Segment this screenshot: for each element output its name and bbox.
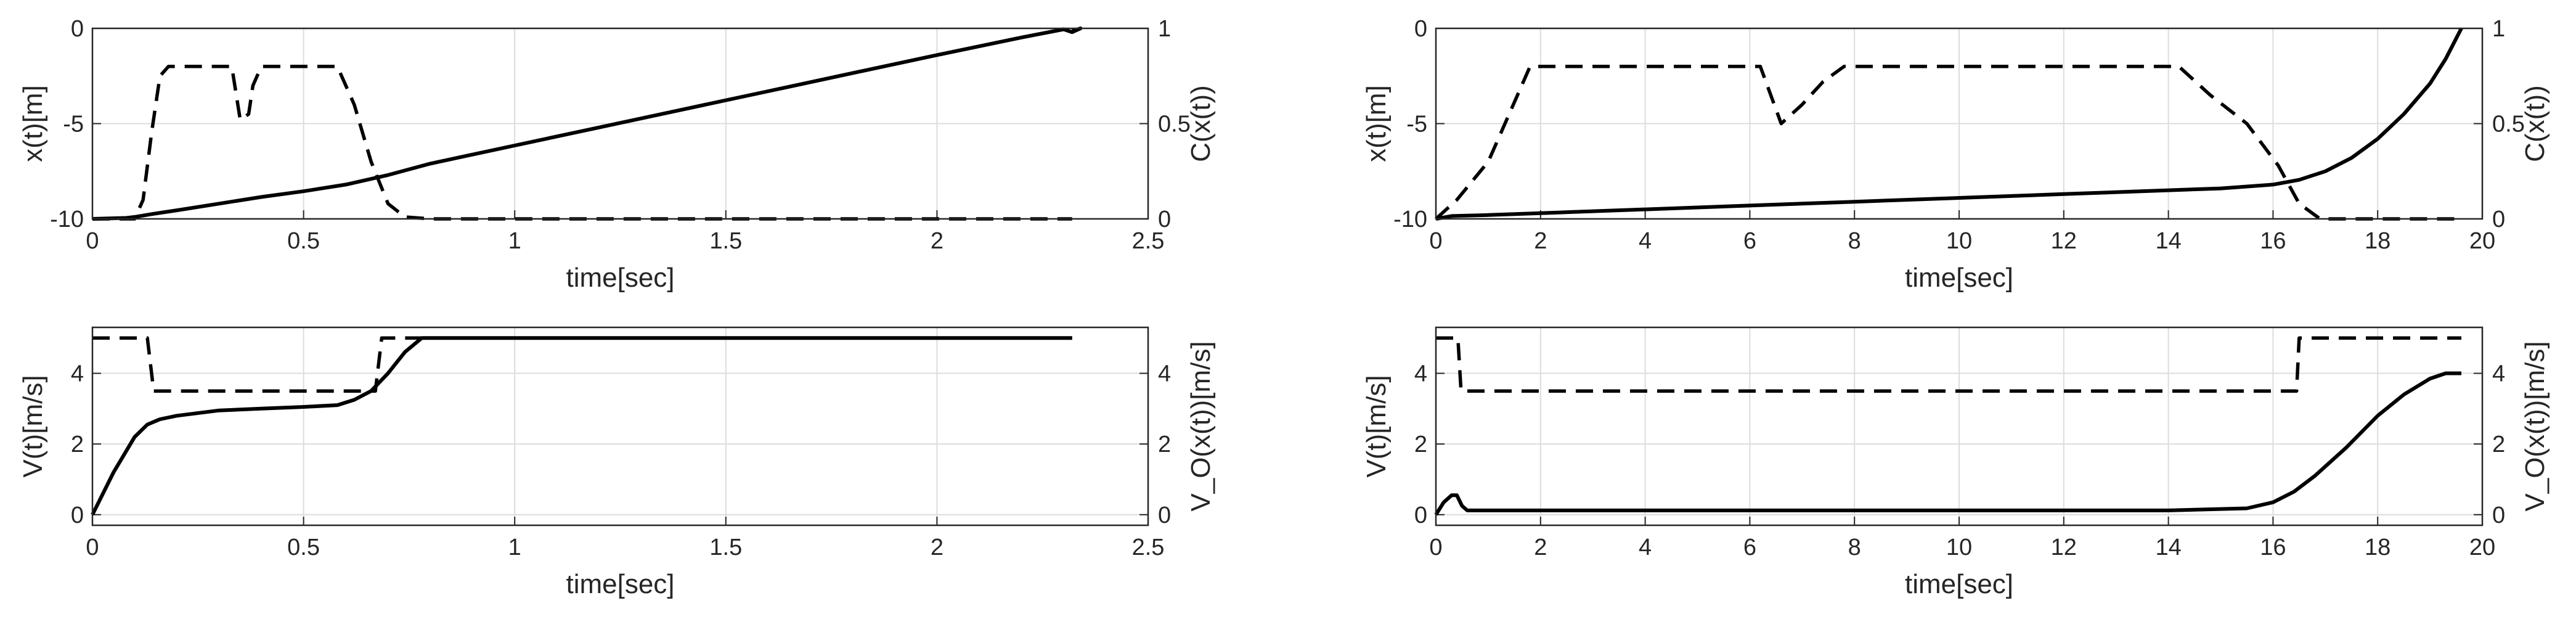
y-left-axis-label: V(t)[m/s] [1361, 375, 1392, 477]
y-right-tick-label: 0.5 [1158, 112, 1191, 137]
x-tick-label: 14 [2155, 535, 2181, 560]
x-axis-label: time[sec] [1905, 263, 2013, 293]
y-left-tick-label: -10 [1393, 207, 1427, 232]
axes-box [91, 27, 1149, 220]
panel-top-right: 0 2 4 6 8 10 12 14 16 18 20 -10 -5 0 0 0.5 1 time[sec] x(t… [1361, 16, 2550, 293]
y-right-tick-label: 0.5 [2492, 112, 2525, 137]
y-left-tick-label: -5 [63, 112, 84, 137]
x-tick-label: 6 [1743, 228, 1756, 254]
x-tick-label: 0 [1429, 228, 1442, 254]
x-tick-label: 6 [1743, 535, 1756, 560]
x-tick-label: 8 [1848, 228, 1861, 254]
y-right-tick-label: 0 [2492, 502, 2505, 528]
y-left-tick-label: -5 [1406, 112, 1427, 137]
x-tick-label: 18 [2365, 535, 2391, 560]
y-left-tick-label: 4 [71, 361, 84, 387]
x-tick-label: 0 [86, 228, 99, 254]
x-tick-label: 2.5 [1132, 535, 1165, 560]
x-tick-label: 1 [508, 535, 521, 560]
x-tick-label: 1 [508, 228, 521, 254]
x-tick-label: 2 [931, 535, 944, 560]
x-tick-label: 0 [1429, 535, 1442, 560]
y-right-tick-label: 2 [1158, 432, 1171, 457]
panel-bottom-right: 0 2 4 6 8 10 12 14 16 18 20 0 2 4 0 2 4 time[sec] V(t)[m/s… [1361, 326, 2550, 599]
x-tick-label: 0 [86, 535, 99, 560]
x-tick-label: 14 [2155, 228, 2181, 254]
y-right-tick-label: 4 [1158, 361, 1171, 387]
series-1-dashed-line [1436, 336, 2461, 393]
y-left-axis-label: x(t)[m] [18, 85, 48, 162]
y-left-tick-label: -10 [50, 207, 84, 232]
x-tick-label: 12 [2051, 535, 2077, 560]
x-axis-label: time[sec] [566, 569, 674, 599]
y-left-tick-label: 0 [71, 16, 84, 42]
y-right-axis-label: V_O(x(t))[m/s] [2520, 341, 2550, 511]
x-tick-label: 12 [2051, 228, 2077, 254]
x-tick-label: 10 [1946, 228, 1972, 254]
series-0-solid-line [91, 336, 1072, 516]
x-tick-label: 4 [1639, 228, 1652, 254]
y-right-axis-label: C(x(t)) [1186, 85, 1216, 162]
y-right-axis-label: C(x(t)) [2520, 85, 2550, 162]
axes-box [1435, 27, 2484, 220]
series-0-solid-line [1435, 27, 2463, 221]
panel-bottom-left: 0 0.5 1 1.5 2 2.5 0 2 4 0 2 4 time[sec] V(t)[m/s] V_O(… [18, 326, 1216, 599]
x-tick-label: 8 [1848, 535, 1861, 560]
y-right-tick-label: 1 [1158, 16, 1171, 42]
y-right-tick-label: 1 [2492, 16, 2505, 42]
y-left-tick-label: 0 [71, 502, 84, 528]
x-tick-label: 18 [2365, 228, 2391, 254]
y-left-axis-label: x(t)[m] [1361, 85, 1392, 162]
y-left-tick-label: 0 [1414, 16, 1427, 42]
series-1-dashed-line [92, 65, 1072, 221]
x-tick-label: 4 [1639, 535, 1652, 560]
y-right-axis-label: V_O(x(t))[m/s] [1186, 341, 1216, 511]
y-left-tick-label: 2 [1414, 432, 1427, 457]
y-left-tick-label: 2 [71, 432, 84, 457]
plot-area [92, 327, 1148, 525]
series-0-solid-line [92, 27, 1083, 221]
y-right-tick-label: 4 [2492, 361, 2505, 387]
y-right-tick-label: 2 [2492, 432, 2505, 457]
x-tick-label: 0.5 [287, 535, 320, 560]
y-left-tick-label: 4 [1414, 361, 1427, 387]
x-tick-label: 20 [2469, 535, 2495, 560]
series-1-dashed-line [1435, 65, 2461, 221]
x-tick-label: 1.5 [709, 228, 742, 254]
x-tick-label: 2 [931, 228, 944, 254]
x-tick-label: 2 [1534, 228, 1547, 254]
series-1-dashed-line [92, 336, 1072, 393]
y-right-tick-label: 0 [1158, 207, 1171, 232]
axes-box [91, 326, 1149, 527]
x-tick-label: 10 [1946, 535, 1972, 560]
y-right-tick-label: 0 [2492, 207, 2505, 232]
x-tick-label: 16 [2260, 535, 2286, 560]
x-axis-label: time[sec] [566, 263, 674, 293]
x-tick-label: 2 [1534, 535, 1547, 560]
x-tick-label: 1.5 [709, 535, 742, 560]
series-0-solid-line [1434, 371, 2461, 516]
y-right-tick-label: 0 [1158, 502, 1171, 528]
y-left-axis-label: V(t)[m/s] [18, 375, 48, 477]
x-axis-label: time[sec] [1905, 569, 2013, 599]
x-tick-label: 2.5 [1132, 228, 1165, 254]
x-tick-label: 20 [2469, 228, 2495, 254]
x-tick-label: 16 [2260, 228, 2286, 254]
panel-top-left: 0 0.5 1 1.5 2 2.5 -10 -5 0 0 0.5 1 time[sec] x(t)[m] C… [18, 16, 1216, 293]
y-left-tick-label: 0 [1414, 502, 1427, 528]
x-tick-label: 0.5 [287, 228, 320, 254]
axes-box [1435, 326, 2484, 527]
